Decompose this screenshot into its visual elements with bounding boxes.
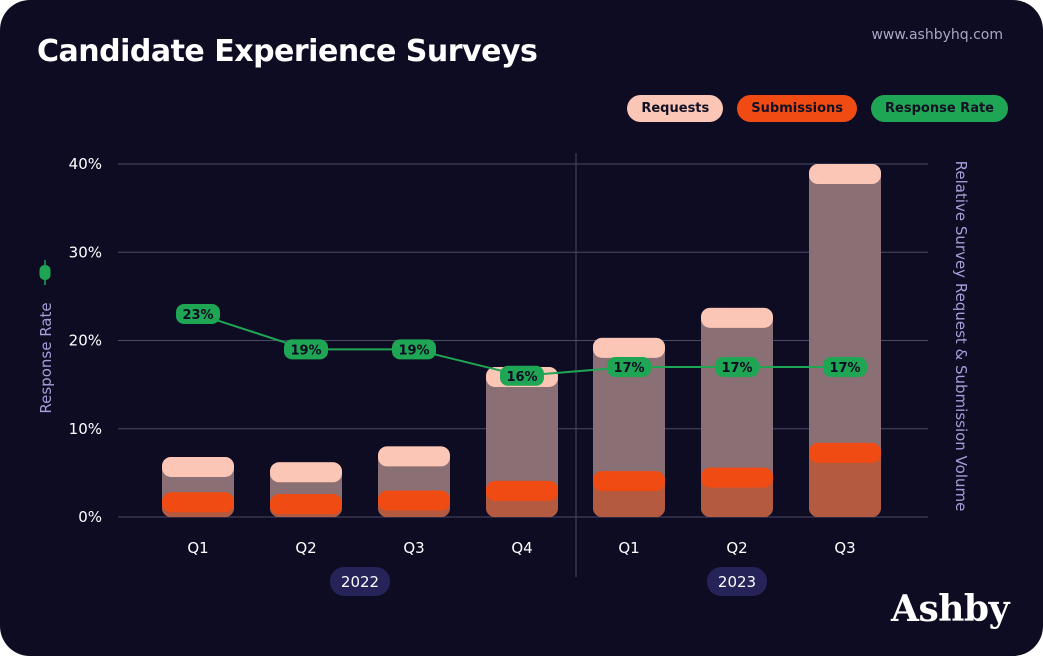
y-axis-label-left: Response Rate <box>37 302 55 413</box>
x-tick-label: Q4 <box>511 539 532 557</box>
submissions-bar-cap <box>593 471 665 492</box>
x-tick-label: Q3 <box>403 539 424 557</box>
x-tick-label: Q2 <box>295 539 316 557</box>
y-tick-label: 0% <box>78 508 102 526</box>
response-rate-label: 19% <box>398 343 429 358</box>
legend-response-rate: Response Rate <box>871 95 1008 122</box>
response-rate-point <box>284 339 328 360</box>
requests-bar <box>486 366 558 517</box>
page-title: Candidate Experience Surveys <box>37 34 538 69</box>
response-rate-label: 23% <box>182 308 213 323</box>
y-tick-label: 10% <box>69 420 102 438</box>
requests-bar <box>809 164 881 517</box>
response-rate-label: 17% <box>721 361 752 376</box>
y-axis-label-right: Relative Survey Request & Submission Vol… <box>952 161 970 512</box>
x-tick-label: Q1 <box>618 539 639 557</box>
submissions-bar-cap <box>270 494 342 515</box>
requests-bar-cap <box>593 337 665 358</box>
response-rate-point <box>607 356 651 377</box>
response-rate-label: 16% <box>506 370 537 385</box>
response-rate-label: 17% <box>829 361 860 376</box>
year-label: 2022 <box>341 573 379 591</box>
response-rate-point <box>715 356 759 377</box>
submissions-bar-cap <box>378 490 450 511</box>
response-rate-point <box>823 356 867 377</box>
response-rate-point <box>176 304 220 325</box>
y-tick-label: 40% <box>69 155 102 173</box>
year-label: 2023 <box>718 573 756 591</box>
response-rate-label: 17% <box>613 361 644 376</box>
y-tick-label: 20% <box>69 332 102 350</box>
requests-bar-cap <box>270 462 342 483</box>
response-rate-label: 19% <box>290 343 321 358</box>
x-tick-label: Q2 <box>726 539 747 557</box>
site-url: www.ashbyhq.com <box>871 27 1003 43</box>
requests-bar-cap <box>809 164 881 184</box>
x-tick-label: Q1 <box>187 539 208 557</box>
brand-logo: Ashby <box>891 588 1009 630</box>
submissions-bar-cap <box>701 467 773 488</box>
year-chip <box>330 567 390 596</box>
x-tick-label: Q3 <box>834 539 855 557</box>
submissions-bar-cap <box>486 480 558 501</box>
y-tick-label: 30% <box>69 243 102 261</box>
year-chip <box>707 567 767 596</box>
requests-bar-cap <box>701 307 773 328</box>
requests-bar-cap <box>162 456 234 477</box>
legend-requests: Requests <box>627 95 724 122</box>
submissions-bar-cap <box>162 492 234 513</box>
response-rate-point <box>500 365 544 386</box>
chart-legend: Requests Submissions Response Rate <box>627 95 1008 122</box>
requests-bar-cap <box>378 446 450 467</box>
response-rate-point <box>392 339 436 360</box>
legend-submissions: Submissions <box>737 95 858 122</box>
submissions-bar-cap <box>809 442 881 463</box>
response-rate-marker <box>39 265 51 280</box>
